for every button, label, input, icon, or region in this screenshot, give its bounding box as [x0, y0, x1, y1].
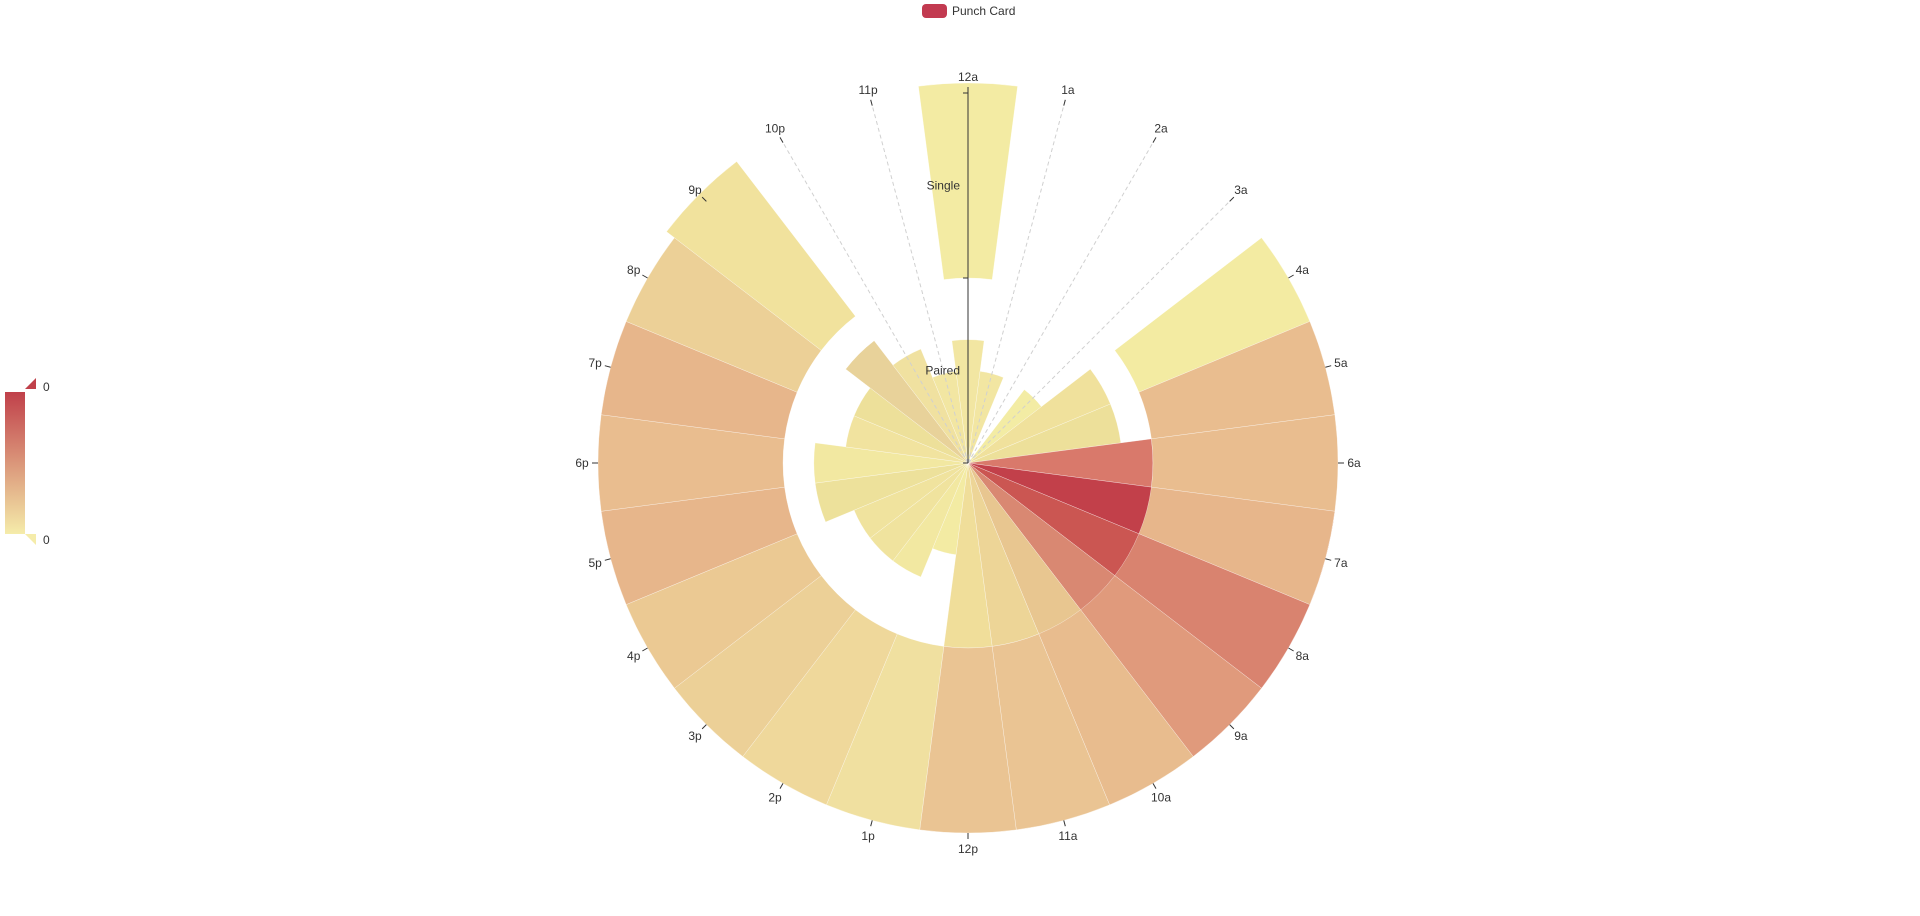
sector-paired-11p[interactable] [932, 371, 969, 464]
angle-label-2p: 2p [768, 790, 782, 804]
angle-label-1a: 1a [1061, 83, 1075, 97]
angle-tick-11p [870, 99, 873, 106]
angle-tick-2p [779, 783, 784, 789]
visual-map: 0 0 [5, 378, 55, 548]
sector-paired-1a[interactable] [967, 371, 1004, 464]
sector-single-9p[interactable] [666, 161, 856, 351]
angle-label-9p: 9p [688, 183, 702, 197]
angle-label-3a: 3a [1234, 183, 1248, 197]
angle-label-4p: 4p [627, 649, 641, 663]
angle-label-2a: 2a [1154, 122, 1168, 136]
angle-label-8p: 8p [627, 263, 641, 277]
angle-tick-8p [642, 274, 648, 279]
angle-tick-2a [1152, 137, 1157, 143]
radius-axis: Paired Single [925, 92, 969, 464]
legend-swatch [922, 4, 947, 18]
guide-line-10p [782, 142, 969, 464]
angle-label-10a: 10a [1151, 790, 1171, 804]
angle-tick-5p [604, 558, 611, 561]
angle-label-11p: 11p [859, 83, 878, 97]
visual-map-max-handle[interactable] [25, 378, 36, 389]
angle-tick-9p [701, 196, 707, 202]
angle-tick-5a [1325, 365, 1332, 368]
angle-tick-1p [870, 820, 873, 827]
angle-label-7a: 7a [1334, 556, 1348, 570]
angle-label-5p: 5p [588, 556, 602, 570]
guide-line-2a [967, 142, 1154, 464]
angle-label-8a: 8a [1296, 649, 1310, 663]
visual-map-gradient-bar[interactable] [5, 392, 25, 534]
angle-axis-ticks: 12a 1a 2a 3a 4a 5a 6a 7a 8a 9a 10a 11a 12p 1p 2p 3p 4p 5p… [575, 70, 1361, 856]
empty-slot-guides [782, 105, 1230, 464]
angle-label-10p: 10p [765, 122, 785, 136]
angle-label-5a: 5a [1334, 356, 1348, 370]
angle-tick-4a [1288, 274, 1294, 279]
visual-map-min-label: 0 [43, 533, 50, 547]
angle-label-1p: 1p [861, 829, 875, 843]
visual-map-max-label: 0 [43, 380, 50, 394]
angle-tick-1a [1063, 99, 1066, 106]
angle-tick-9a [1229, 724, 1235, 730]
radius-label-paired: Paired [925, 364, 960, 378]
angle-tick-8a [1288, 647, 1294, 652]
angle-tick-10p [779, 137, 784, 143]
guide-line-11p [871, 105, 969, 464]
angle-label-12p: 12p [958, 842, 978, 856]
chart-sectors [597, 82, 1339, 834]
angle-label-6a: 6a [1347, 456, 1361, 470]
legend-label: Punch Card [952, 4, 1016, 18]
angle-tick-11a [1063, 820, 1066, 827]
visual-map-min-handle[interactable] [25, 534, 36, 545]
angle-label-9a: 9a [1234, 729, 1248, 743]
angle-tick-7a [1325, 558, 1332, 561]
radius-label-single: Single [927, 179, 961, 193]
angle-tick-4p [642, 647, 648, 652]
angle-label-3p: 3p [688, 729, 702, 743]
angle-label-4a: 4a [1296, 263, 1310, 277]
guide-line-3a [967, 201, 1230, 464]
angle-tick-10a [1152, 783, 1157, 789]
angle-tick-7p [604, 365, 611, 368]
guide-line-1a [967, 105, 1065, 464]
angle-label-12a: 12a [958, 70, 978, 84]
angle-tick-3a [1229, 196, 1235, 202]
angle-label-7p: 7p [588, 356, 602, 370]
angle-label-11a: 11a [1058, 829, 1077, 843]
angle-label-6p: 6p [575, 456, 589, 470]
legend-item-punch-card[interactable]: Punch Card [922, 4, 1015, 18]
angle-tick-3p [701, 724, 707, 730]
